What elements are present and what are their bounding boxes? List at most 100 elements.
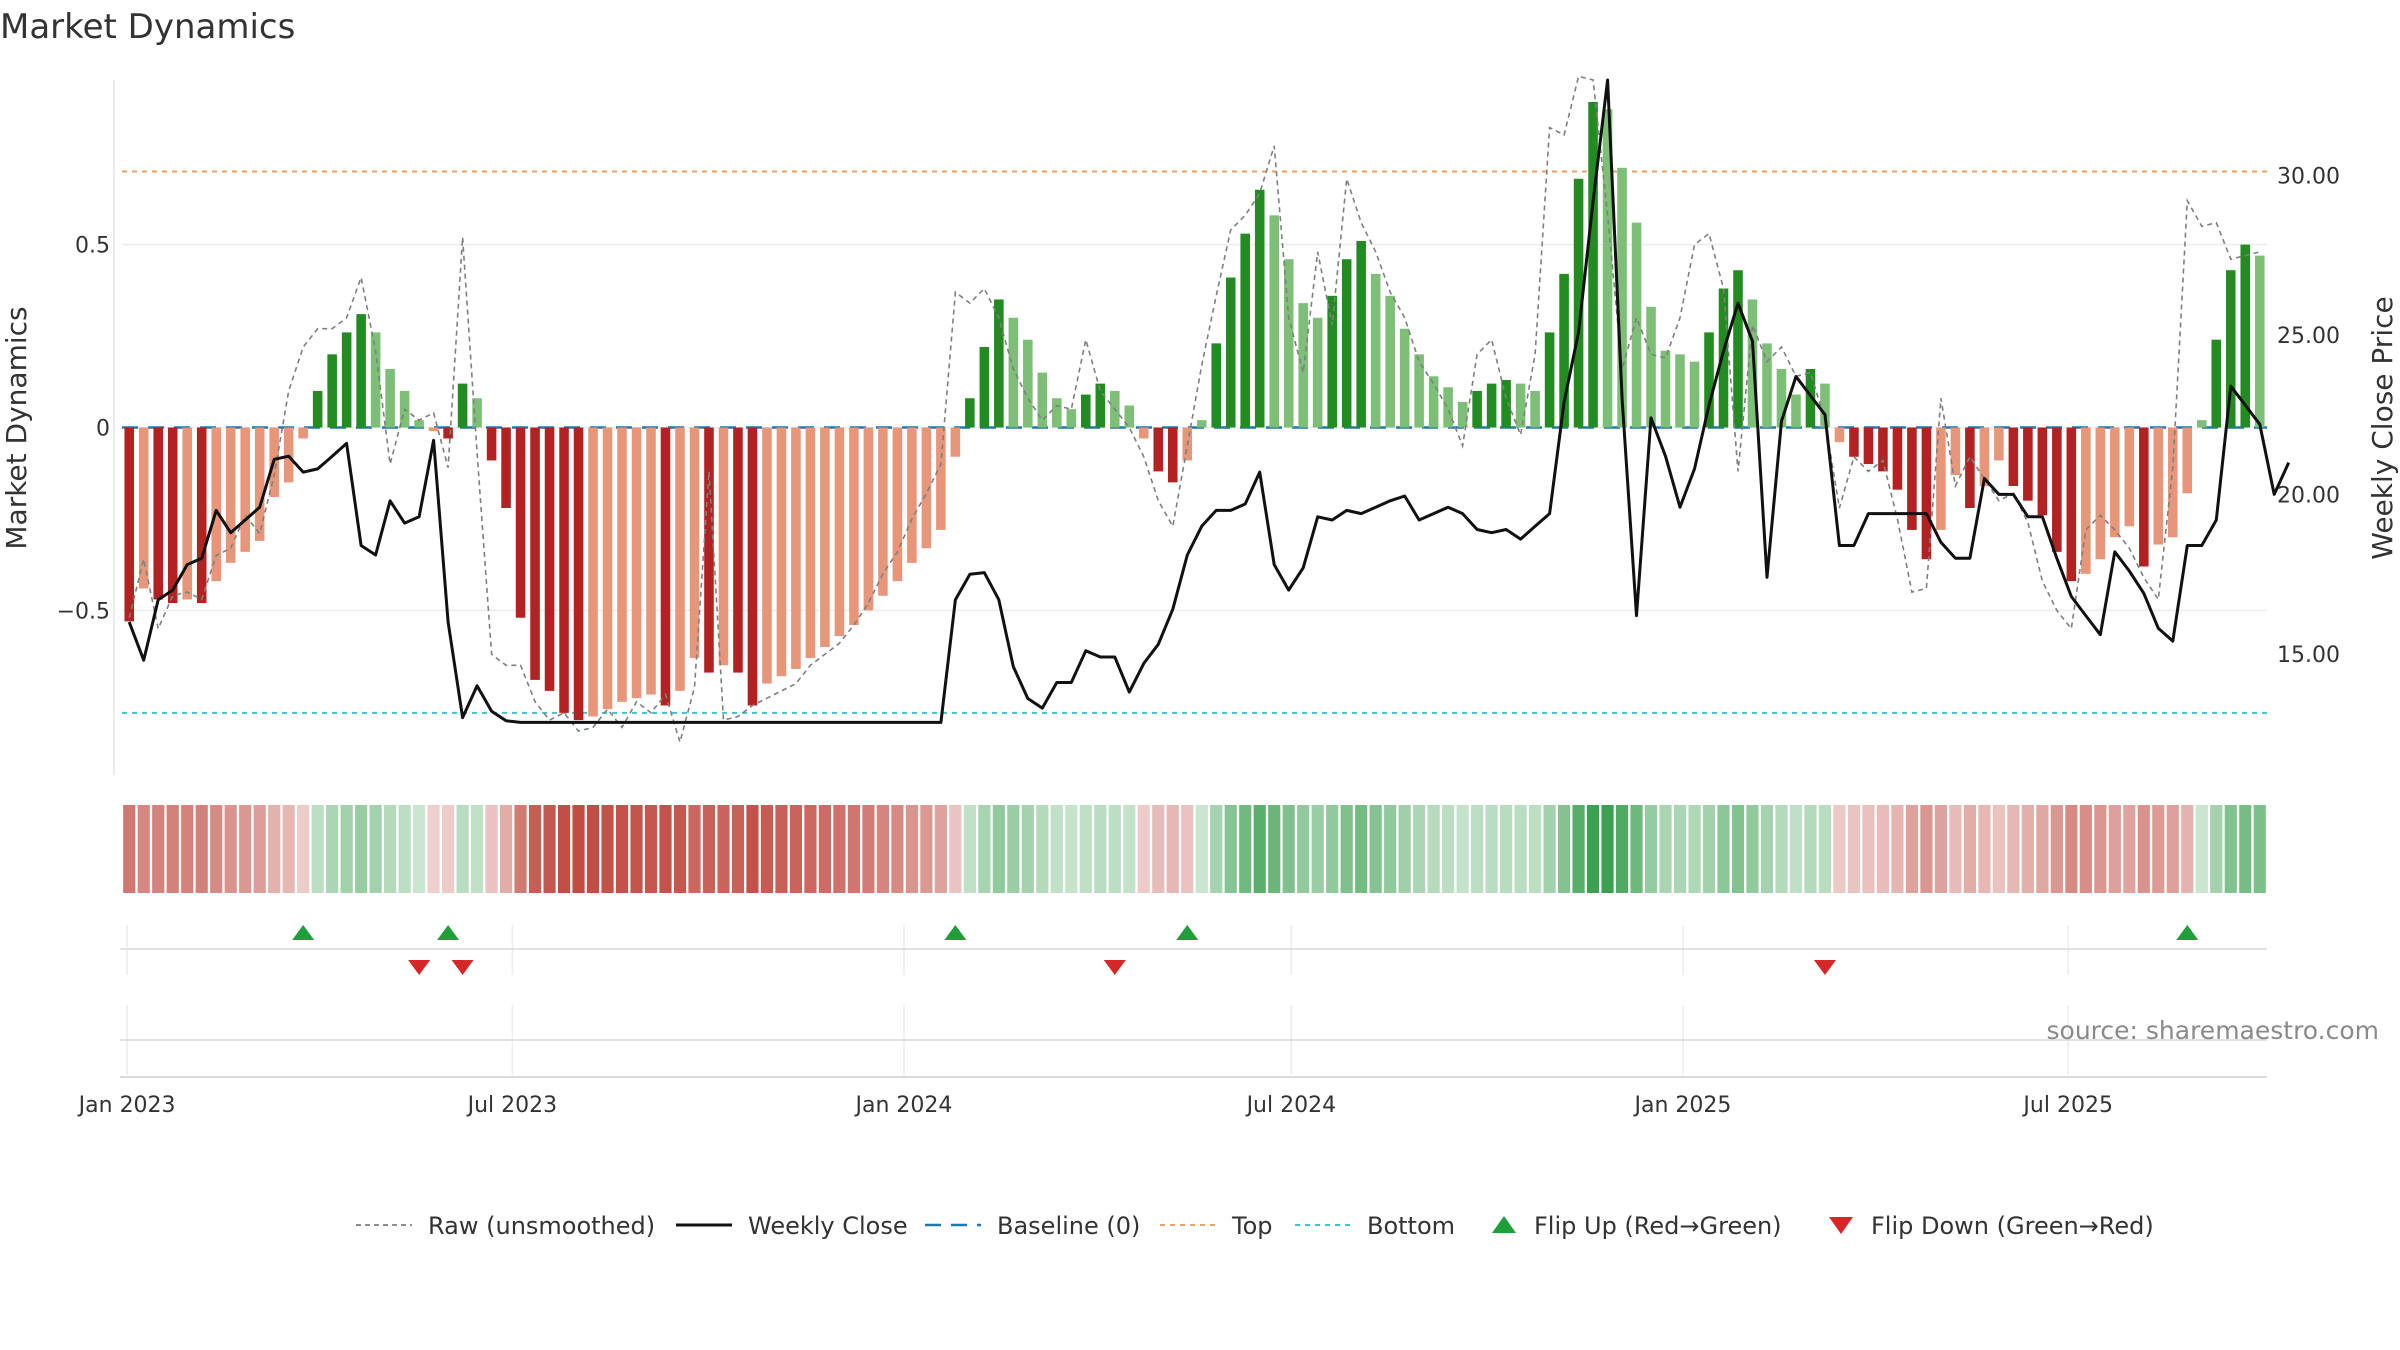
heat-cell <box>847 805 860 893</box>
dynamics-bar <box>1486 383 1497 428</box>
dynamics-bar <box>486 427 497 461</box>
dynamics-bar <box>428 427 439 432</box>
source-note: source: sharemaestro.com <box>2047 1016 2380 1045</box>
heat-cell <box>1572 805 1585 893</box>
dynamics-bar <box>196 427 207 604</box>
heat-cell <box>1949 805 1962 893</box>
dynamics-bar <box>1153 427 1164 472</box>
legend-swatch <box>1829 1217 1853 1234</box>
dynamics-bar <box>515 427 526 618</box>
heat-cell <box>1137 805 1150 893</box>
legend-flip-up: Flip Up (Red→Green) <box>1492 1212 1782 1240</box>
weekly-close-series <box>127 78 2291 724</box>
dynamics-bar <box>167 427 178 604</box>
dynamics-bar <box>617 427 627 702</box>
dynamics-bar <box>182 427 193 600</box>
dynamics-bar <box>1356 240 1366 428</box>
heat-cell <box>1413 805 1426 893</box>
dynamics-bar <box>1472 390 1482 428</box>
dynamics-bar <box>559 427 569 713</box>
dynamics-bar <box>341 332 352 428</box>
dynamics-bar <box>921 427 932 549</box>
dynamics-bar <box>1791 394 1801 428</box>
legend-label: Flip Down (Green→Red) <box>1871 1212 2154 1240</box>
heat-cell <box>1891 805 1904 893</box>
heat-cell <box>1702 805 1716 893</box>
dynamics-bar <box>240 427 250 552</box>
dynamics-bar <box>602 427 613 710</box>
dynamics-bar <box>443 427 453 439</box>
y-tick-label: −0.5 <box>57 599 110 624</box>
heat-cell <box>1905 805 1919 893</box>
heat-cell <box>442 805 455 893</box>
heat-cell <box>239 805 252 893</box>
heat-cell <box>1833 805 1846 893</box>
dynamics-bar <box>1037 372 1048 428</box>
heat-cell <box>1934 805 1947 893</box>
dynamics-bar <box>1588 101 1598 428</box>
dynamics-bar <box>733 427 743 673</box>
heat-cell <box>1007 805 1020 893</box>
heat-cell <box>2253 805 2266 893</box>
heat-cell <box>1326 805 1339 893</box>
dynamics-bar <box>138 427 149 589</box>
dynamics-bar <box>1776 368 1787 428</box>
dynamics-bar <box>1066 409 1077 428</box>
heat-cell <box>717 805 730 893</box>
heat-cell <box>630 805 643 893</box>
dynamics-bar <box>2211 339 2222 428</box>
dynamics-bar <box>1457 401 1468 428</box>
x-tick-label: Jul 2024 <box>1245 1093 1337 1118</box>
heat-cell <box>818 805 832 893</box>
dynamics-bar <box>2052 427 2062 552</box>
heat-cell <box>746 805 759 893</box>
dynamics-bar <box>1269 215 1279 428</box>
heat-cell <box>543 805 556 893</box>
flip-up-marker <box>1176 925 1199 940</box>
dynamics-bar <box>2196 420 2207 428</box>
heat-cell <box>2007 805 2020 893</box>
dynamics-bar <box>704 427 714 673</box>
dynamics-bar <box>1892 427 1903 490</box>
dynamics-bar <box>1124 405 1135 428</box>
heat-cell <box>2224 805 2237 893</box>
heat-cell <box>456 805 469 893</box>
heat-cell <box>760 805 774 893</box>
flip-up-marker <box>437 925 460 940</box>
heat-cell <box>282 805 295 893</box>
heat-cell <box>2108 805 2121 893</box>
heat-cell <box>978 805 991 893</box>
dynamics-bars <box>124 101 2265 721</box>
dynamics-bar <box>2240 244 2251 428</box>
dynamics-bar <box>2095 427 2106 560</box>
dynamics-bar <box>370 332 381 428</box>
dynamics-bar <box>950 427 961 457</box>
dynamics-bar <box>1733 270 1743 428</box>
dynamics-bar <box>1211 343 1222 428</box>
heat-cell <box>804 805 817 893</box>
dynamics-bar <box>2037 427 2048 516</box>
dynamics-bar <box>1689 361 1700 428</box>
dynamics-bar <box>1979 427 1990 487</box>
heat-cell <box>586 805 600 893</box>
heat-cell <box>1746 805 1759 893</box>
legend-label: Baseline (0) <box>997 1212 1140 1240</box>
dynamics-bar <box>1878 427 1888 472</box>
heat-cell <box>1862 805 1875 893</box>
dynamics-bar <box>1167 427 1178 483</box>
dynamics-bar <box>2139 427 2149 567</box>
heat-cell <box>572 805 585 893</box>
dynamics-bar <box>1805 368 1816 428</box>
dynamics-bar <box>225 427 236 563</box>
heat-cell <box>1108 805 1121 893</box>
heat-cell <box>1021 805 1034 893</box>
legend: Raw (unsmoothed) Weekly Close Baseline (0)… <box>356 1212 2154 1240</box>
flip-down-marker <box>408 960 431 975</box>
heat-cell <box>181 805 194 893</box>
dynamics-bar <box>849 427 859 626</box>
dynamics-bar <box>631 427 642 699</box>
dynamics-bar <box>1052 398 1062 428</box>
heat-cell <box>963 805 976 893</box>
heat-cell <box>1065 805 1078 893</box>
